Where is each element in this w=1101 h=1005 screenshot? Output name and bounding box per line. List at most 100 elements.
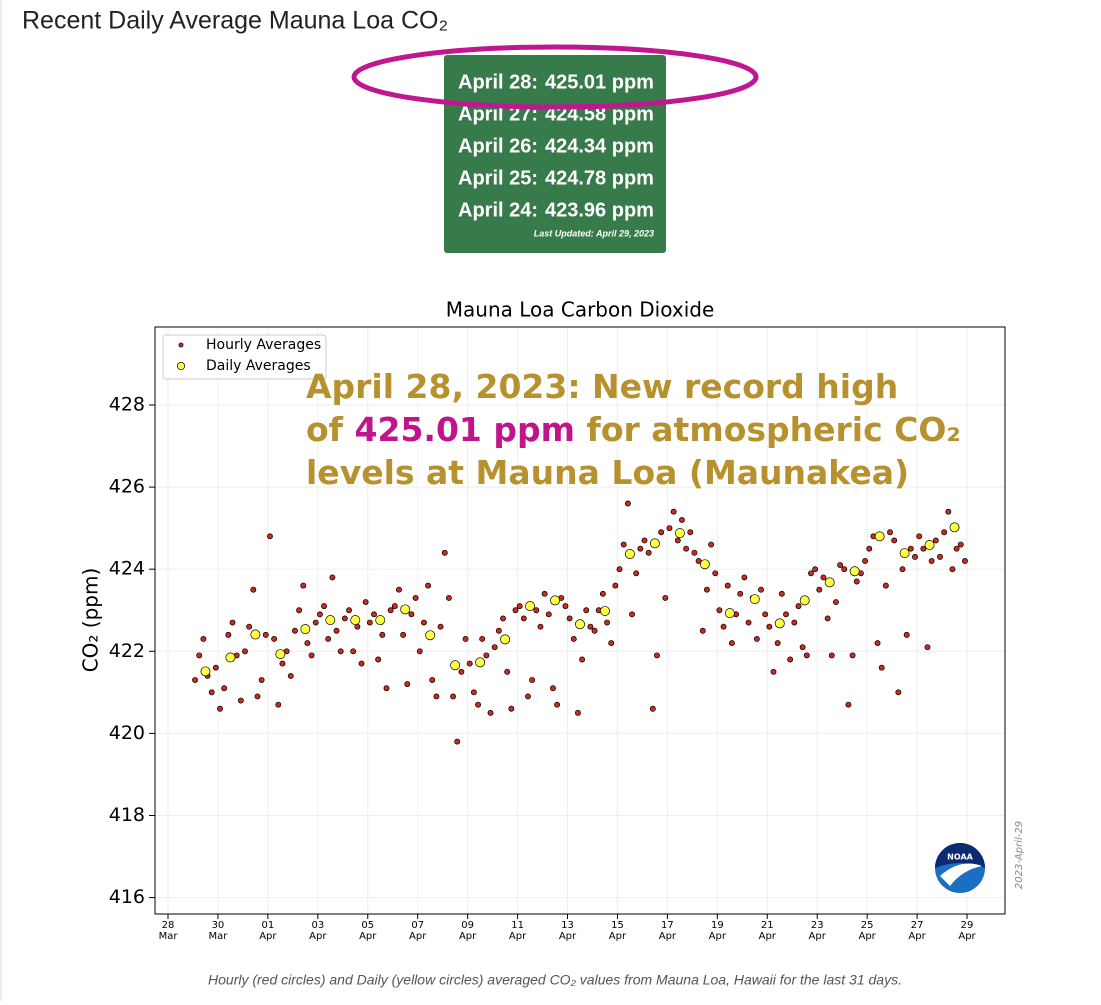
noaa-logo: NOAA	[935, 843, 985, 893]
x-tick-label: 27 Apr	[908, 920, 926, 942]
y-tick-label: 420	[109, 722, 145, 744]
data-point	[550, 595, 560, 606]
row-date: April 24:	[458, 199, 538, 221]
data-point	[358, 660, 365, 667]
data-point	[445, 594, 452, 601]
data-point	[895, 689, 902, 696]
data-point	[587, 623, 594, 630]
data-point	[279, 660, 286, 667]
x-tick-label: 25 Apr	[858, 920, 876, 942]
y-tick-label: 422	[109, 640, 145, 662]
y-tick-label: 424	[109, 558, 145, 580]
data-point	[466, 660, 473, 667]
data-point	[716, 607, 723, 614]
logo-bird	[940, 863, 982, 886]
data-point	[479, 636, 486, 642]
y-axis-label: CO₂ (ppm)	[79, 568, 103, 673]
data-point	[429, 677, 436, 683]
data-point	[375, 615, 386, 626]
data-point	[400, 604, 411, 615]
data-point	[304, 640, 311, 647]
data-point	[941, 529, 948, 536]
data-point	[803, 652, 810, 659]
data-point	[566, 615, 573, 622]
data-point	[953, 545, 960, 552]
data-point	[816, 586, 823, 593]
data-point	[312, 619, 319, 626]
data-point	[687, 529, 694, 536]
data-point	[525, 601, 536, 612]
data-point	[866, 545, 873, 552]
data-point	[708, 541, 715, 548]
data-point	[679, 516, 685, 523]
data-point	[612, 582, 619, 589]
x-tick-label: 13 Apr	[559, 920, 577, 942]
data-point	[379, 631, 386, 638]
data-point	[637, 545, 644, 552]
data-point	[271, 636, 278, 642]
data-point	[470, 689, 477, 696]
data-point	[770, 668, 777, 675]
data-point	[608, 640, 615, 647]
data-point	[346, 607, 352, 614]
data-point	[321, 603, 328, 610]
data-point	[957, 541, 964, 548]
data-point	[724, 608, 735, 619]
data-point	[350, 648, 357, 655]
data-point	[208, 689, 215, 696]
data-point	[862, 558, 869, 564]
data-point	[520, 615, 527, 622]
data-point	[745, 619, 752, 626]
data-point	[533, 607, 540, 614]
data-point	[624, 549, 635, 559]
data-point	[932, 537, 939, 544]
row-value: 425.01 ppm	[545, 71, 654, 93]
data-point	[849, 652, 856, 659]
row-date: April 28:	[458, 71, 538, 93]
data-point	[200, 636, 207, 642]
data-point	[225, 652, 236, 663]
data-point	[799, 644, 806, 651]
data-point	[391, 603, 398, 610]
data-point	[924, 644, 931, 651]
data-point	[945, 508, 952, 515]
data-point	[899, 548, 910, 559]
x-tick-label: 28 Mar	[159, 920, 179, 942]
data-point	[475, 701, 481, 708]
data-point	[699, 559, 710, 570]
data-point	[903, 631, 910, 638]
data-point	[874, 531, 885, 542]
data-point	[275, 701, 282, 708]
legend-label: Hourly Averages	[206, 337, 321, 353]
x-tick-label: 17 Apr	[659, 920, 677, 942]
data-point	[853, 578, 860, 585]
data-point	[250, 629, 261, 640]
data-point	[512, 607, 519, 614]
data-point	[329, 574, 336, 581]
data-point	[937, 553, 943, 560]
x-tick-label: 07 Apr	[409, 920, 427, 942]
data-point	[337, 648, 344, 655]
data-point	[845, 701, 852, 708]
data-point	[250, 586, 257, 593]
data-point	[832, 599, 839, 605]
data-point	[645, 549, 652, 556]
data-point	[633, 570, 640, 577]
data-point	[217, 705, 223, 712]
data-point	[649, 538, 660, 549]
data-point	[425, 630, 436, 641]
row-value: 424.78 ppm	[545, 167, 654, 189]
data-point	[774, 618, 785, 629]
data-point	[778, 590, 785, 597]
data-point	[400, 631, 407, 638]
data-point	[699, 627, 706, 634]
chart-title: Mauna Loa Carbon Dioxide	[446, 298, 715, 322]
data-point	[516, 603, 523, 610]
data-point	[366, 619, 373, 626]
data-point	[350, 615, 361, 626]
x-tick-label: 03 Apr	[309, 920, 327, 942]
data-point	[961, 558, 968, 564]
data-point	[824, 615, 831, 622]
row-date: April 26:	[458, 135, 538, 157]
